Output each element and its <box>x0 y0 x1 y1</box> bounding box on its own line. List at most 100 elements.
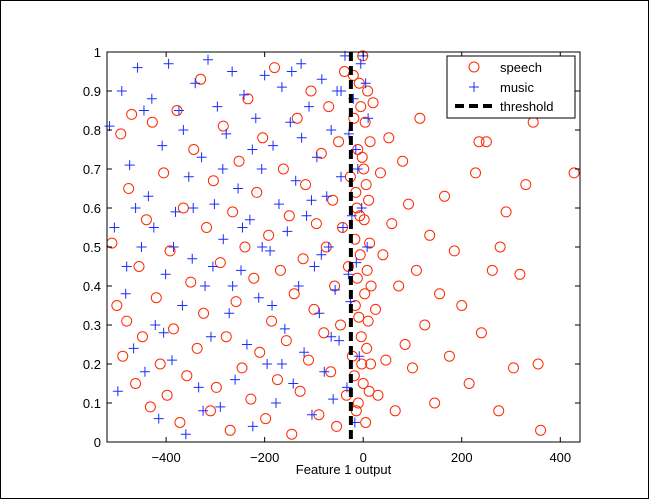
speech-point <box>456 300 468 311</box>
music-point <box>311 152 322 163</box>
speech-point <box>111 300 123 311</box>
speech-point <box>158 167 170 179</box>
music-point <box>330 284 341 295</box>
music-point <box>288 378 299 389</box>
speech-point <box>327 194 339 206</box>
music-point <box>336 86 347 96</box>
speech-point <box>254 346 266 358</box>
music-point <box>178 125 189 135</box>
speech-point <box>367 97 379 109</box>
speech-point <box>144 401 156 413</box>
speech-point <box>389 405 401 417</box>
speech-point <box>364 237 376 249</box>
music-point <box>309 261 320 272</box>
speech-point <box>227 206 239 218</box>
legend-threshold-label: threshold <box>500 99 553 114</box>
music-point <box>299 347 310 358</box>
speech-point <box>201 222 213 233</box>
speech-point <box>399 339 411 350</box>
music-point <box>173 105 184 116</box>
music-point <box>121 261 132 272</box>
speech-point <box>439 190 451 202</box>
speech-point <box>174 417 186 428</box>
music-point <box>116 86 127 96</box>
music-point <box>296 58 307 69</box>
speech-point <box>224 424 236 436</box>
speech-point <box>277 163 289 175</box>
music-point <box>167 355 178 366</box>
music-point <box>104 121 115 132</box>
speech-point <box>361 342 373 354</box>
speech-point <box>266 315 278 327</box>
speech-point <box>123 183 135 194</box>
speech-point <box>271 374 283 386</box>
music-point <box>341 382 352 393</box>
speech-point <box>150 292 162 304</box>
speech-point <box>419 319 431 331</box>
music-point <box>233 183 244 194</box>
y-tick-label: 0 <box>94 435 101 450</box>
music-point <box>203 54 214 65</box>
music-point <box>177 300 188 311</box>
music-point <box>250 113 261 124</box>
speech-point <box>355 331 367 343</box>
y-tick-label: 1 <box>94 45 101 60</box>
speech-point <box>188 144 200 155</box>
music-point <box>212 101 223 112</box>
music-point <box>153 413 164 424</box>
music-point <box>188 203 199 213</box>
music-point <box>296 132 307 143</box>
music-point <box>276 82 287 93</box>
music-point <box>279 323 290 334</box>
speech-point <box>286 428 298 440</box>
x-tick-label: 200 <box>451 450 473 465</box>
music-point <box>209 199 220 210</box>
music-point <box>143 191 154 202</box>
speech-point <box>397 155 409 167</box>
speech-point <box>434 288 446 300</box>
speech-point <box>380 354 392 366</box>
speech-point <box>377 249 389 261</box>
music-point <box>253 292 264 303</box>
music-point <box>265 245 276 256</box>
speech-point <box>527 116 539 128</box>
music-point <box>326 125 337 135</box>
music-point <box>238 89 249 100</box>
music-point <box>221 128 232 139</box>
speech-point <box>300 179 312 191</box>
x-tick-label: 0 <box>360 450 367 465</box>
speech-point <box>233 155 245 167</box>
speech-point <box>245 393 257 405</box>
y-tick-label: 0.5 <box>83 240 101 255</box>
speech-point <box>463 378 475 389</box>
speech-point <box>181 370 193 382</box>
music-point <box>170 206 181 217</box>
speech-point <box>198 307 210 319</box>
music-point <box>187 253 198 264</box>
music-point <box>268 140 279 151</box>
music-point <box>304 101 315 112</box>
music-point <box>200 281 211 291</box>
music-point <box>354 351 365 362</box>
speech-point <box>535 424 547 436</box>
music-point <box>180 429 191 440</box>
speech-point <box>140 214 152 226</box>
music-point <box>285 117 296 128</box>
music-point <box>360 78 371 89</box>
speech-point <box>362 315 374 327</box>
music-point <box>334 335 345 346</box>
speech-point <box>214 257 226 269</box>
y-tick-label: 0.7 <box>83 162 101 177</box>
legend-music-marker <box>469 82 479 92</box>
speech-point <box>164 245 176 257</box>
legend-speech-label: speech <box>500 60 542 75</box>
music-point <box>218 234 229 245</box>
music-point <box>148 222 159 233</box>
music-point <box>321 191 332 202</box>
x-axis-label: Feature 1 output <box>296 462 392 477</box>
x-tick-label: 400 <box>549 450 571 465</box>
music-point <box>215 401 226 412</box>
legend: speech music threshold <box>446 55 576 119</box>
speech-point <box>260 413 272 425</box>
music-point <box>351 257 362 268</box>
